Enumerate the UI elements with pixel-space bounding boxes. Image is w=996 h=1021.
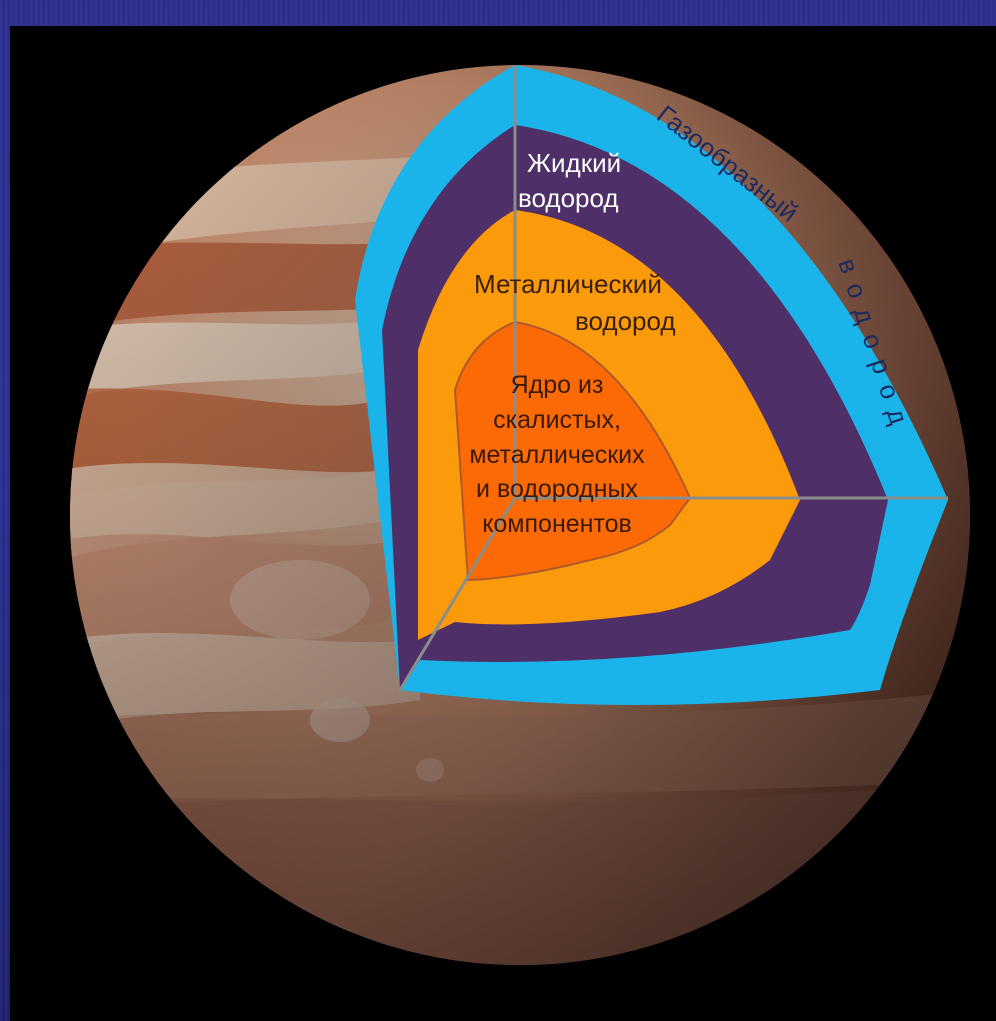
- label-core-line-5: компонентов: [482, 510, 632, 538]
- label-liquid-hydrogen: Жидкий водород: [518, 148, 621, 213]
- label-liquid-line-2: водород: [518, 183, 619, 213]
- label-core-line-3: металлических: [469, 441, 645, 469]
- cutaway-wedge: [355, 65, 948, 705]
- axis-line-diagonal: [398, 497, 517, 691]
- label-metallic-hydrogen: Металлический водород: [474, 269, 676, 336]
- label-core-line-4: и водородных: [476, 475, 638, 503]
- label-core-line-1: Ядро из: [511, 371, 604, 399]
- label-core: Ядро из скалистых, металлических и водор…: [469, 371, 645, 538]
- label-metallic-line-2: водород: [575, 306, 676, 336]
- label-core-line-2: скалистых,: [493, 406, 621, 434]
- label-metallic-line-1: Металлический: [474, 269, 662, 299]
- label-liquid-line-1: Жидкий: [527, 148, 621, 178]
